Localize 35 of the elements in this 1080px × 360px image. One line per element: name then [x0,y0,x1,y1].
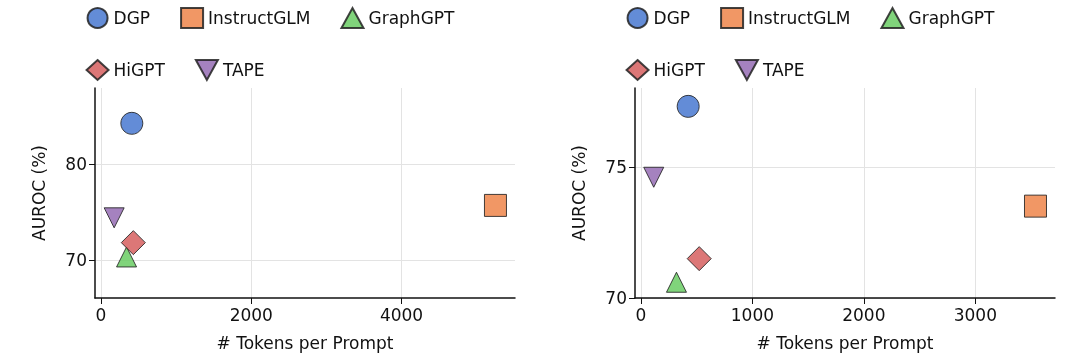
legend-label: InstructGLM [748,8,851,28]
point [116,246,138,268]
y-axis-title: AUROC (%) [28,145,49,241]
x-tick-label: 3000 [953,304,997,325]
legend-label: GraphGPT [908,8,996,28]
legend-label: InstructGLM [208,8,311,28]
point [1023,194,1047,218]
y-tick-label: 75 [605,156,627,177]
point [120,111,144,135]
legend-label: DGP [113,8,151,28]
point [483,193,507,217]
point [120,230,146,256]
x-tick-label: 2000 [229,304,273,325]
point [676,94,700,118]
legend-label: TAPE [221,60,265,80]
y-tick-label: 70 [65,249,87,270]
y-tick-label: 70 [605,288,627,308]
x-tick-label: 0 [635,304,647,325]
x-axis-title: # Tokens per Prompt [756,332,934,353]
x-tick-label: 1000 [730,304,775,325]
y-axis-title: AUROC (%) [568,145,589,241]
legend-label: TAPE [761,60,805,80]
point [686,246,712,272]
legend-label: DGP [653,8,691,28]
point [665,271,687,293]
point [103,207,125,229]
y-tick-label: 80 [65,154,87,175]
legend-label: HiGPT [113,60,166,80]
x-axis-title: # Tokens per Prompt [216,332,394,353]
legend-label: HiGPT [653,60,706,80]
x-tick-label: 0 [95,304,107,325]
legend-label: GraphGPT [368,8,456,28]
x-tick-label: 4000 [379,304,424,325]
point [643,166,665,188]
x-tick-label: 2000 [842,304,886,325]
